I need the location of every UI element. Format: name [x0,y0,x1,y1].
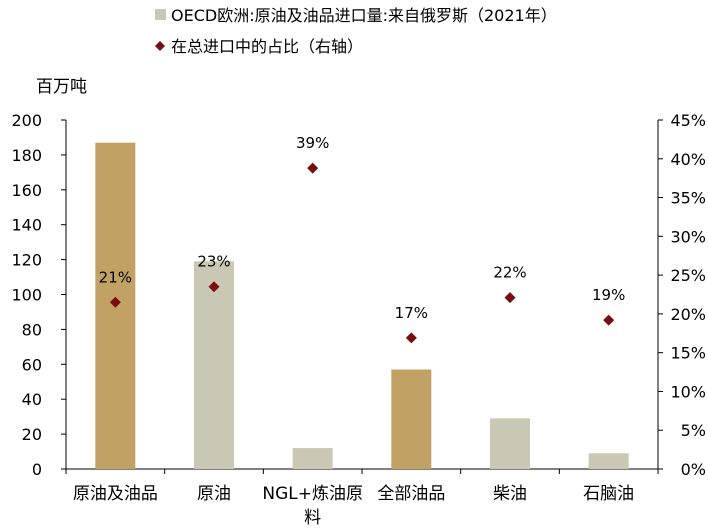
share-point [504,292,516,304]
share-point [405,332,417,344]
left-tick-label: 0 [32,460,42,479]
right-tick-label: 35% [670,189,706,208]
left-tick-label: 140 [11,216,42,235]
share-data-label: 23% [197,253,230,271]
share-point [603,314,615,326]
x-tick-label: 全部油品 [377,484,445,504]
bar [588,453,629,469]
left-tick-label: 60 [22,355,42,374]
share-data-label: 17% [395,304,428,322]
legend-swatch-share [155,41,165,51]
share-data-label: 39% [296,134,329,152]
right-tick-label: 20% [670,305,706,324]
right-tick-label: 15% [670,344,706,363]
left-tick-label: 180 [11,146,42,165]
share-data-label: 21% [99,268,132,286]
right-tick-label: 45% [670,111,706,130]
bar [490,418,530,469]
share-point [307,162,319,174]
legend-label-bars: OECD欧洲:原油及油品进口量:来自俄罗斯（2021年） [171,6,557,25]
right-tick-label: 30% [670,227,706,246]
right-tick-label: 5% [681,421,706,440]
share-data-label: 22% [493,264,526,282]
x-tick-label: NGL+炼油原料 [262,484,363,528]
bar [292,448,333,469]
left-tick-label: 200 [11,111,42,130]
share-point [109,296,121,308]
left-tick-label: 80 [22,320,42,339]
x-tick-label: 原油 [197,484,231,504]
legend-label-share: 在总进口中的占比（右轴） [171,37,363,56]
right-tick-label: 10% [670,382,706,401]
y-axis-label: 百万吨 [36,77,87,97]
left-tick-label: 40 [22,390,42,409]
right-tick-label: 0% [681,460,706,479]
left-tick-label: 100 [11,286,42,305]
left-tick-label: 20 [22,425,42,444]
right-tick-label: 40% [670,150,706,169]
x-tick-label: 原油及油品 [73,484,158,504]
bar [391,369,432,469]
share-data-label: 19% [592,286,625,304]
right-tick-label: 25% [670,266,706,285]
x-tick-label: 石脑油 [583,484,634,504]
bar [194,261,234,469]
share-point [208,281,220,293]
x-tick-label: 柴油 [493,484,527,504]
legend-swatch-bars [155,9,166,20]
left-tick-label: 160 [11,181,42,200]
left-tick-label: 120 [11,251,42,270]
